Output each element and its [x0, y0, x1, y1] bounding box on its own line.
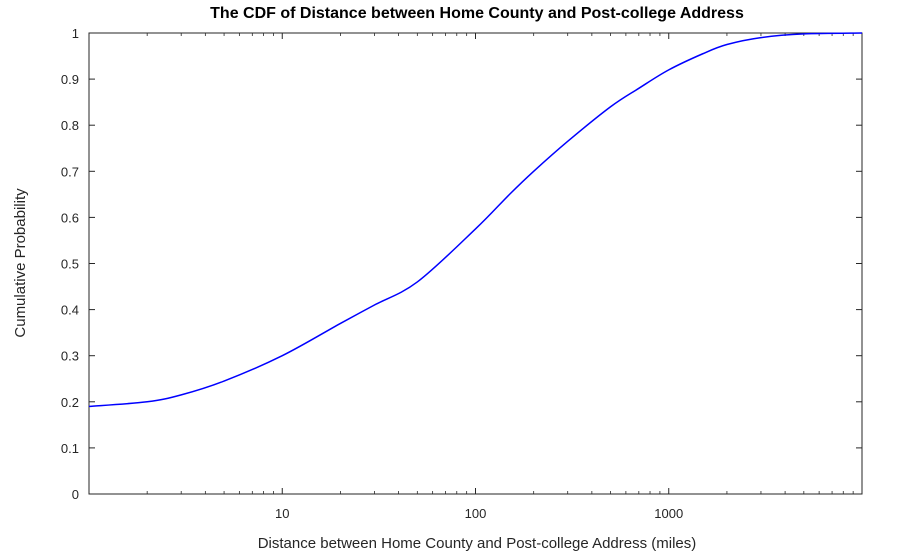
x-axis-ticks: 10 100 1000 [146, 33, 854, 521]
y-tick-label: 1 [72, 26, 79, 41]
x-tick-label: 100 [465, 506, 487, 521]
y-tick-label: 0.7 [61, 164, 79, 179]
y-tick-label: 0.8 [61, 118, 79, 133]
y-axis-label: Cumulative Probability [12, 188, 29, 338]
x-tick-label: 10 [275, 506, 289, 521]
y-tick-label: 0.2 [61, 395, 79, 410]
y-tick-label: 0.1 [61, 441, 79, 456]
y-tick-label: 0.6 [61, 210, 79, 225]
y-tick-label: 0 [72, 487, 79, 502]
x-tick-label: 1000 [654, 506, 683, 521]
chart-title: The CDF of Distance between Home County … [210, 5, 744, 22]
plot-area [88, 32, 863, 495]
plot-box [88, 32, 863, 495]
y-tick-label: 0.3 [61, 349, 79, 364]
x-axis-label: Distance between Home County and Post-co… [258, 535, 697, 552]
series-layer [88, 32, 863, 408]
y-tick-label: 0.5 [61, 257, 79, 272]
y-tick-label: 0.4 [61, 303, 79, 318]
cdf-series-line [88, 32, 863, 408]
y-axis-ticks: 0 0.1 0.2 0.3 0.4 0.5 0.6 0.7 0.8 0.9 1 [61, 26, 862, 502]
y-tick-label: 0.9 [61, 72, 79, 87]
